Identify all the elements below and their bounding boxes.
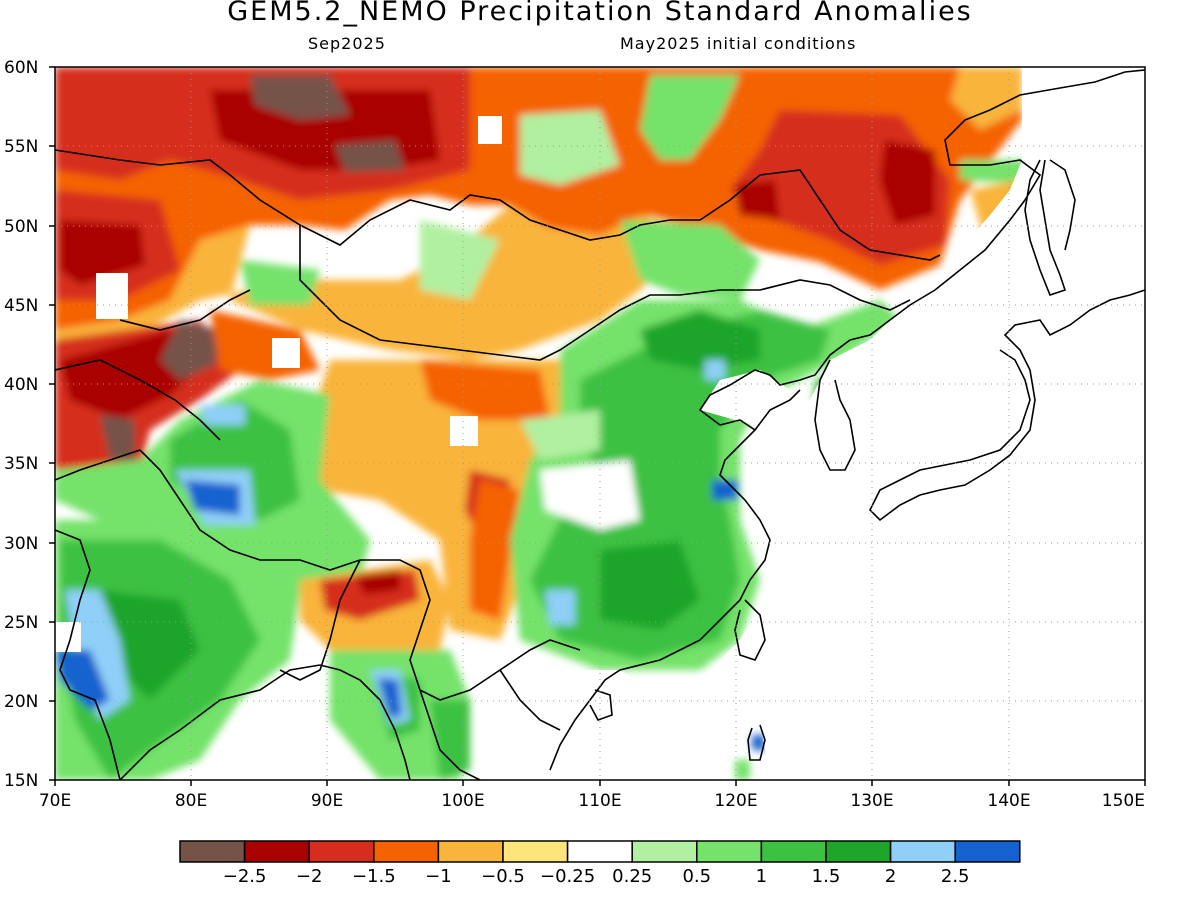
lon-label: 70E	[39, 791, 71, 811]
colorbar-swatch	[179, 840, 246, 863]
colorbar-swatch	[373, 840, 440, 863]
colorbar-swatch	[243, 840, 310, 863]
colorbar-label: −1	[425, 866, 452, 887]
lon-label: 100E	[441, 791, 484, 811]
colorbar-label: −1.5	[352, 866, 396, 887]
colorbar-label: −2	[296, 866, 323, 887]
colorbar-swatch	[631, 840, 698, 863]
colorbar-label: −0.25	[540, 866, 595, 887]
lat-label: 40N	[4, 375, 38, 395]
lon-label: 80E	[175, 791, 207, 811]
lat-label: 15N	[4, 771, 38, 791]
lon-label: 150E	[1102, 791, 1145, 811]
gridlines	[55, 67, 1145, 780]
colorbar-swatch	[889, 840, 956, 863]
map-title: GEM5.2_NEMO Precipitation Standard Anoma…	[227, 0, 973, 27]
colorbar-swatch	[502, 840, 569, 863]
colorbar-swatch	[566, 840, 633, 863]
lat-label: 45N	[4, 296, 38, 316]
colorbar-swatch	[696, 840, 763, 863]
colorbar-label: 1.5	[812, 866, 841, 887]
colorbar-swatch	[760, 840, 827, 863]
colorbar-label: 2	[885, 866, 896, 887]
lon-label: 140E	[987, 791, 1030, 811]
lat-label: 50N	[4, 217, 38, 237]
forecast-month: Sep2025	[308, 34, 386, 53]
lon-label: 110E	[578, 791, 621, 811]
lon-label: 130E	[850, 791, 893, 811]
lon-label: 120E	[714, 791, 757, 811]
colorbar-label: 0.25	[612, 866, 652, 887]
initial-conditions: May2025 initial conditions	[620, 34, 857, 53]
longitude-labels: 70E 80E 90E 100E 110E 120E 130E 140E 150…	[39, 791, 1145, 811]
lon-label: 90E	[311, 791, 343, 811]
colorbar-label: 1	[756, 866, 767, 887]
lat-label: 55N	[4, 137, 38, 157]
colorbar-swatch	[437, 840, 504, 863]
colorbar-swatch	[825, 840, 892, 863]
lat-label: 30N	[4, 534, 38, 554]
colorbar-label: −0.5	[481, 866, 525, 887]
lat-label: 25N	[4, 613, 38, 633]
lat-label: 20N	[4, 692, 38, 712]
colorbar-label: 2.5	[941, 866, 970, 887]
coastlines-borders	[55, 69, 1145, 780]
lat-label: 35N	[4, 454, 38, 474]
latitude-labels: 15N 20N 25N 30N 35N 40N 45N 50N 55N 60N	[4, 58, 38, 791]
colorbar-swatch	[308, 840, 375, 863]
anomaly-field	[55, 67, 1145, 780]
colorbar	[179, 840, 1021, 863]
colorbar-label: 0.5	[682, 866, 711, 887]
colorbar-label: −2.5	[223, 866, 267, 887]
colorbar-labels: −2.5 −2 −1.5 −1 −0.5 −0.25 0.25 0.5 1 1.5 2 2.5	[223, 866, 970, 887]
lat-label: 60N	[4, 58, 38, 78]
colorbar-swatch	[954, 840, 1021, 863]
